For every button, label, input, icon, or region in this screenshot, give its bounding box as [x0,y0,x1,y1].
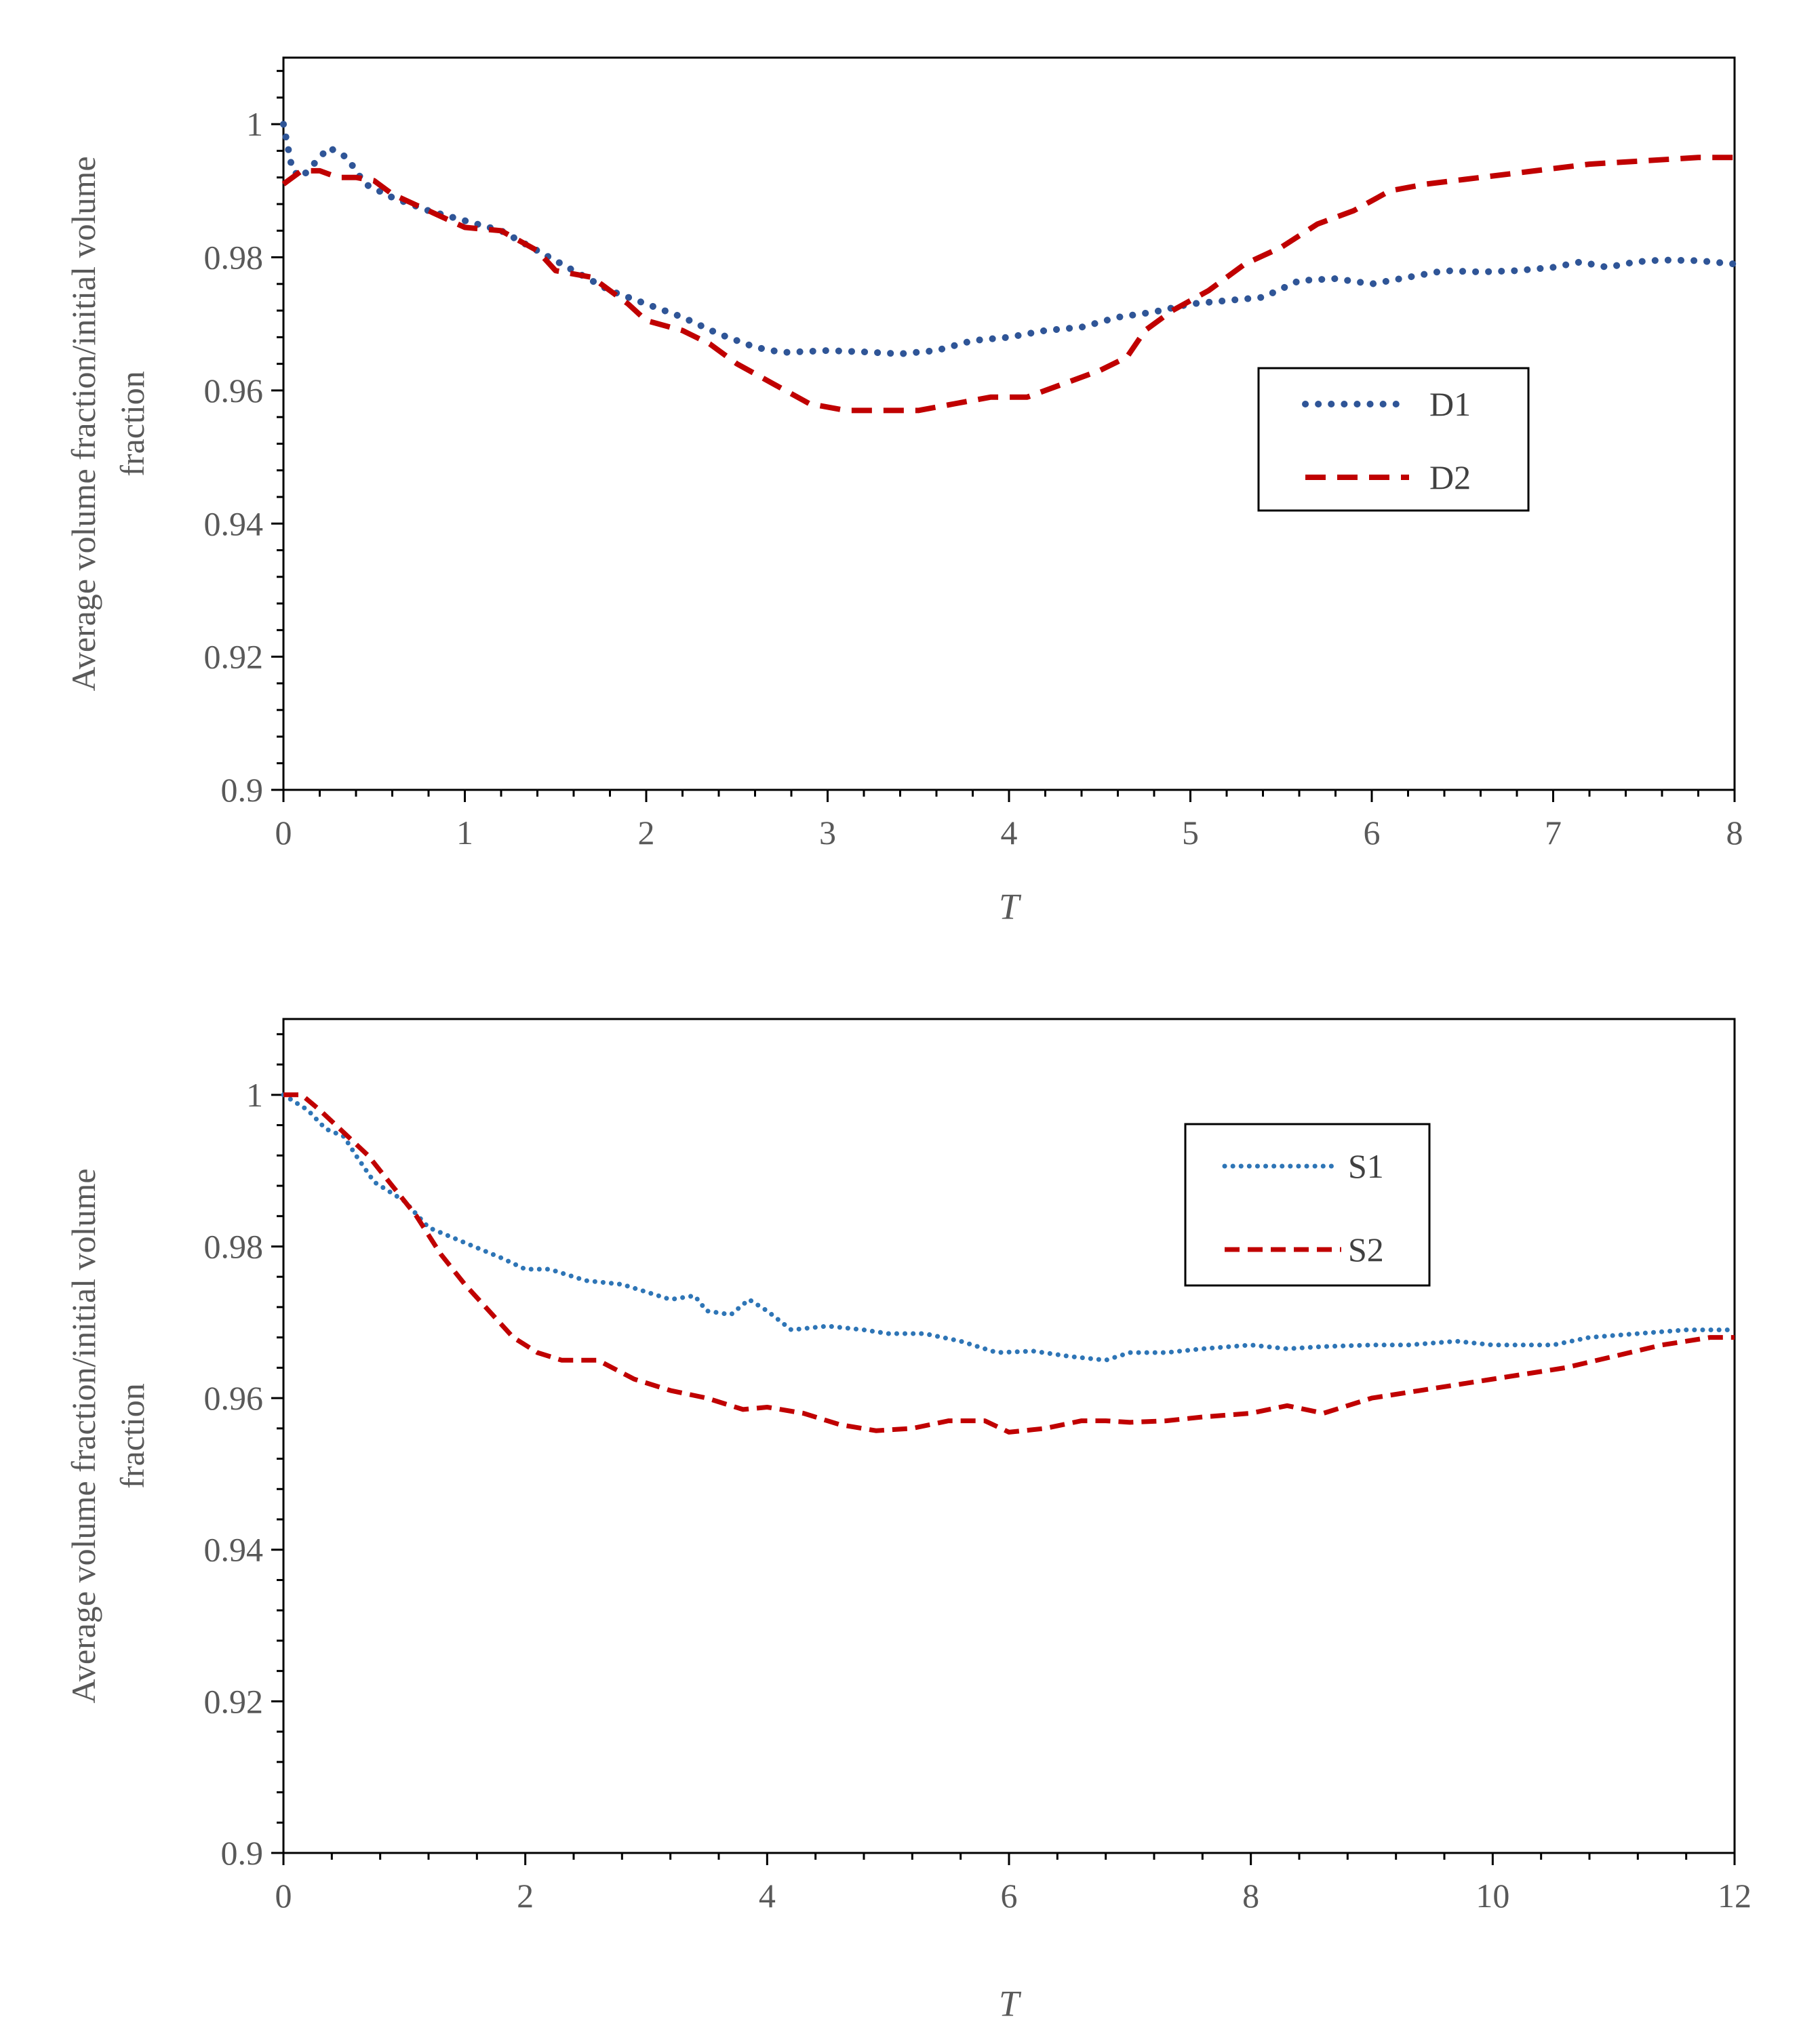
x-tick-label: 0 [275,1877,292,1915]
plot-area-bottom [282,1018,1736,1854]
series-group-bottom [281,1092,1737,1435]
x-tick-label: 12 [1718,1877,1752,1915]
tick-marks-bottom [271,1033,1736,1865]
x-tick-label: 0 [275,814,292,852]
y-tick-label: 0.92 [204,1682,264,1720]
y-tick-label: 1 [246,1076,263,1114]
x-tick-labels-top: 0 1 2 3 4 5 6 7 8 [275,814,1743,852]
x-tick-label: 8 [1726,814,1743,852]
legend-box-bottom [1184,1123,1431,1287]
y-axis-label-line2-top: fraction [113,371,151,476]
series-line-d1 [280,121,1738,357]
y-tick-label: 0.94 [204,504,264,542]
legend-label-s2: S2 [1348,1231,1384,1269]
x-tick-label: 1 [456,814,473,852]
y-tick-label: 0.92 [204,638,264,676]
x-tick-label: 3 [819,814,836,852]
y-axis-label-line1-bottom: Average volume fraction/initial volume [64,1168,102,1703]
y-tick-label: 0.96 [204,1379,264,1417]
tick-marks-top [271,70,1736,802]
x-tick-label: 4 [759,1877,776,1915]
x-tick-label: 2 [517,1877,534,1915]
x-tick-label: 6 [1364,814,1381,852]
series-line-d2 [281,155,1735,414]
x-tick-label: 6 [1001,1877,1018,1915]
legend-bottom: S1 S2 [1184,1123,1431,1287]
x-tick-label: 4 [1001,814,1018,852]
series-line-s2 [283,1092,1735,1435]
x-axis-label-bottom: T [999,1983,1022,2024]
y-tick-label: 0.9 [221,1834,264,1872]
x-tick-label: 2 [638,814,655,852]
x-tick-label: 10 [1476,1877,1509,1915]
y-tick-label: 0.9 [221,771,264,809]
legend-label-d2: D2 [1429,458,1471,496]
y-tick-label: 0.94 [204,1531,264,1569]
y-tick-label: 0.98 [204,1227,264,1265]
chart-bottom: 0.9 0.92 0.94 0.96 0.98 1 0 2 4 6 8 10 12 Average v… [64,1018,1752,2024]
y-axis-label-line1-top: Average volume fraction/initial volume [64,156,102,691]
chart-top: 0.9 0.92 0.94 0.96 0.98 1 0 1 2 3 4 5 6 7 8 Average v… [64,56,1743,927]
legend-top: D1 D2 [1257,367,1530,512]
x-tick-label: 7 [1545,814,1562,852]
legend-box-top [1257,367,1530,512]
y-axis-label-line2-bottom: fraction [113,1383,151,1488]
y-tick-labels-top: 0.9 0.92 0.94 0.96 0.98 1 [204,105,264,809]
y-tick-labels-bottom: 0.9 0.92 0.94 0.96 0.98 1 [204,1076,264,1872]
x-tick-label: 8 [1242,1877,1259,1915]
x-axis-label-top: T [999,886,1022,927]
y-tick-label: 0.96 [204,372,264,410]
x-tick-label: 5 [1182,814,1199,852]
series-group-top [280,121,1738,414]
y-tick-label: 0.98 [204,239,264,277]
legend-label-s1: S1 [1348,1147,1384,1185]
legend-label-d1: D1 [1429,385,1471,423]
y-tick-label: 1 [246,105,263,143]
x-tick-labels-bottom: 0 2 4 6 8 10 12 [275,1877,1752,1915]
